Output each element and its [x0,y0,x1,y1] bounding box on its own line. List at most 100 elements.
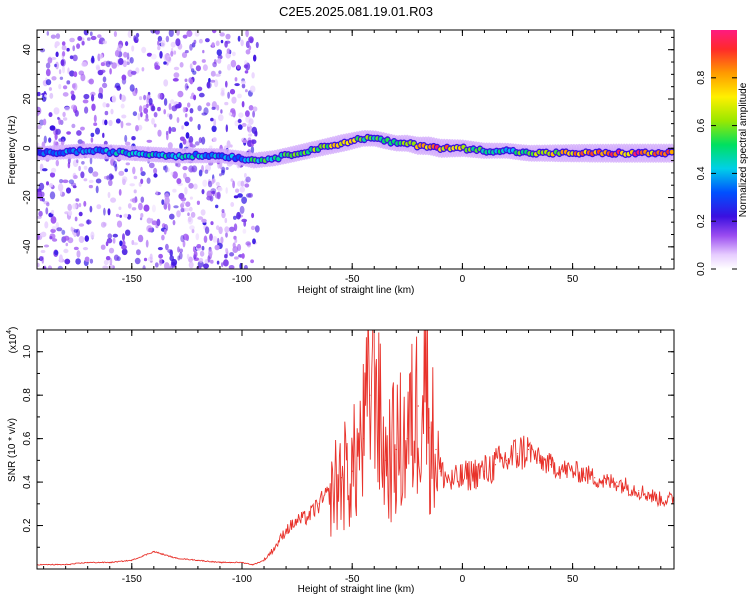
noise-speckle [129,57,134,64]
noise-speckle [184,186,188,195]
noise-speckle [57,116,60,120]
noise-speckle [141,67,145,72]
snr-data-point [450,481,452,483]
noise-speckle [133,175,138,180]
noise-speckle [225,124,228,133]
noise-speckle [133,242,138,246]
noise-speckle [153,112,158,118]
noise-speckle [137,124,143,131]
noise-speckle [125,229,131,236]
noise-speckle [193,94,197,101]
noise-speckle [121,74,127,81]
noise-speckle [209,233,213,241]
noise-speckle [229,144,233,148]
noise-speckle [71,83,76,89]
noise-speckle [42,168,48,172]
x-tick-label: -150 [122,574,142,585]
noise-speckle [177,90,184,98]
snr-data-point [461,477,463,479]
noise-speckle [62,85,68,90]
noise-speckle [175,103,181,109]
noise-speckle [90,57,95,64]
noise-speckle [241,101,245,108]
snr-data-point [296,520,298,522]
noise-speckle [214,244,220,251]
noise-speckle [73,71,78,78]
noise-speckle [140,166,143,173]
noise-speckle [196,200,200,205]
noise-speckle [184,113,188,118]
noise-speckle [230,202,235,207]
noise-speckle [157,35,163,42]
noise-speckle [151,118,155,125]
noise-speckle [102,265,109,269]
noise-speckle [89,31,93,37]
noise-speckle [87,37,91,41]
noise-speckle [115,213,120,218]
noise-speckle [69,55,74,60]
noise-speckle [172,219,176,226]
noise-speckle [51,226,57,230]
snr-data-point [494,464,497,466]
noise-speckle [51,76,57,81]
noise-speckle [51,167,57,173]
noise-speckle [220,109,223,114]
noise-speckle [108,119,113,127]
snr-data-point [424,362,426,364]
noise-speckle [62,111,66,118]
noise-speckle [80,126,85,131]
noise-speckle [66,80,71,85]
colorbar-gradient [711,30,737,269]
noise-speckle [45,62,51,69]
noise-speckle [234,256,239,260]
noise-speckle [196,244,202,249]
noise-speckle [55,61,59,70]
noise-speckle [116,220,123,228]
noise-speckle [176,117,180,123]
noise-speckle [136,249,141,256]
noise-speckle [240,180,245,187]
noise-speckle [96,204,102,210]
noise-speckle [234,77,238,82]
noise-speckle [156,218,161,227]
noise-speckle [247,123,251,127]
noise-speckle [118,170,125,176]
noise-speckle [82,99,89,104]
noise-speckle [157,106,161,112]
noise-speckle [75,258,81,265]
noise-speckle [107,233,113,239]
noise-speckle [179,62,184,68]
spectrogram-y-axis: -40 -20 0 20 40 [22,36,674,260]
noise-speckle [84,106,89,114]
noise-speckle [241,139,248,143]
noise-speckle [115,118,121,124]
noise-speckle [204,226,210,234]
noise-speckle [193,183,198,190]
snr-data-point [527,448,530,451]
noise-speckle [53,107,60,115]
noise-speckle [244,173,247,178]
snr-data-point [406,438,408,440]
noise-speckle [182,106,187,113]
noise-speckle [69,70,75,77]
noise-speckle [249,85,256,93]
noise-speckle [48,112,53,118]
noise-speckle [93,122,98,126]
noise-speckle [131,207,137,211]
noise-speckle [211,42,215,47]
noise-speckle [221,209,225,213]
noise-speckle [237,93,242,99]
noise-speckle [41,197,45,202]
noise-speckle [127,214,132,220]
snr-data-point [197,559,199,561]
noise-speckle [123,51,128,58]
noise-speckle [197,123,201,131]
noise-speckle [223,259,229,267]
snr-data-point [583,472,585,474]
noise-speckle [37,124,42,130]
noise-speckle [51,57,57,60]
noise-speckle [102,132,105,138]
noise-speckle [97,34,102,39]
noise-speckle [192,60,197,65]
noise-speckle [169,265,172,269]
